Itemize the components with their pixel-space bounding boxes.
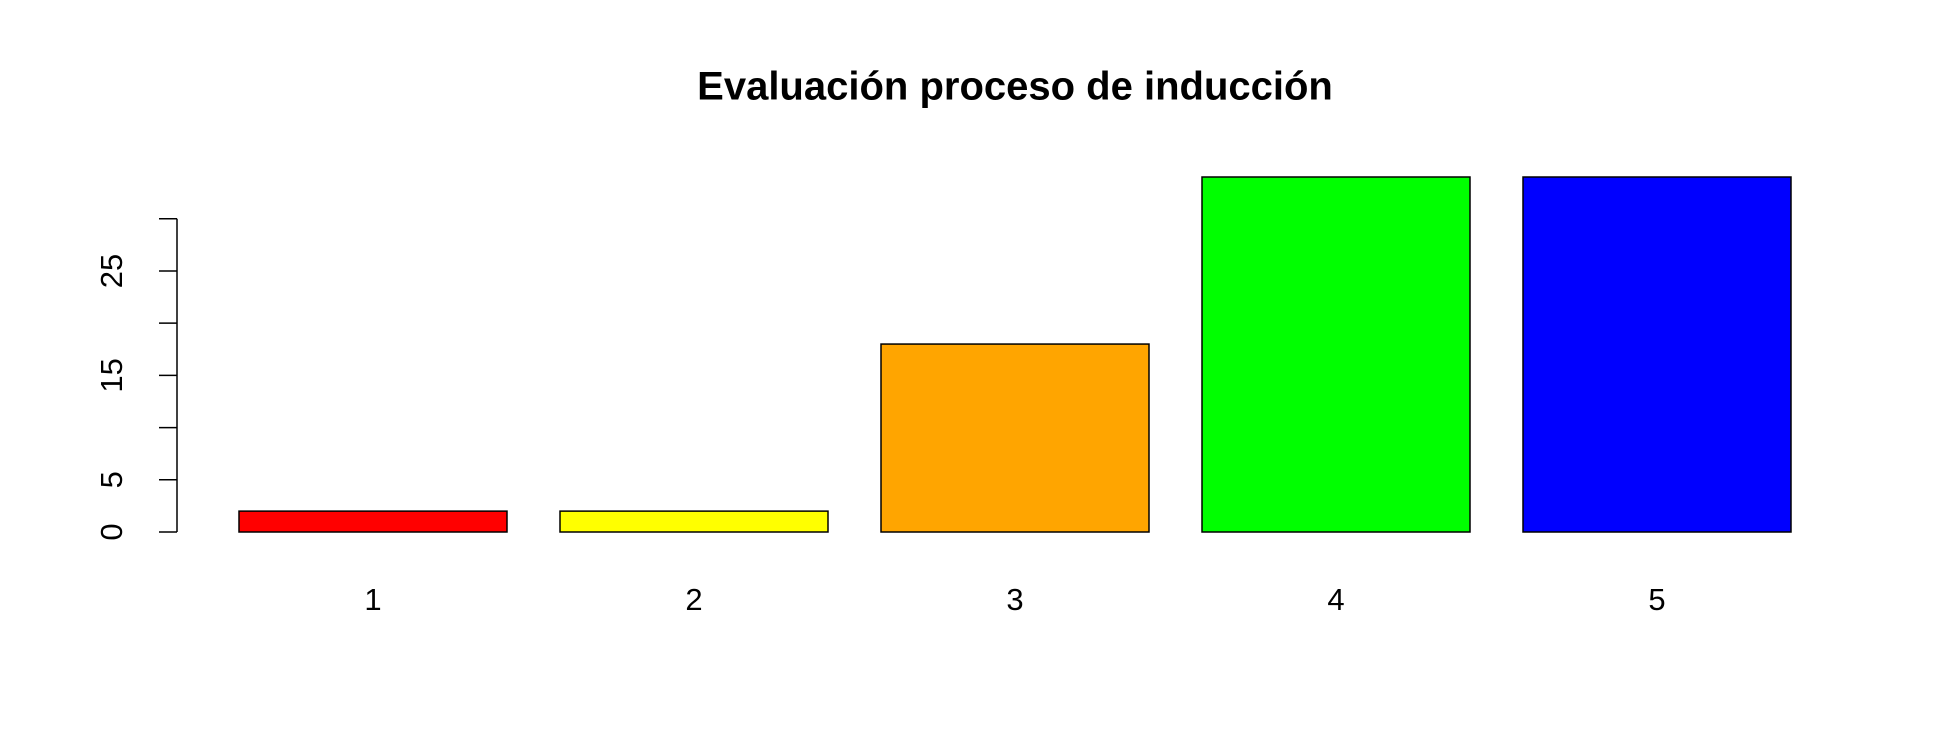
x-tick-label: 2	[685, 582, 702, 617]
x-tick-label: 5	[1648, 582, 1665, 617]
y-tick-label: 0	[94, 523, 129, 540]
y-tick-label: 15	[94, 358, 129, 392]
bar	[559, 510, 829, 533]
x-tick-label: 4	[1327, 582, 1344, 617]
y-tick-label: 5	[94, 471, 129, 488]
bar	[880, 343, 1150, 533]
bar	[1522, 176, 1792, 533]
x-tick-label: 3	[1006, 582, 1023, 617]
x-tick-label: 1	[364, 582, 381, 617]
bar	[238, 510, 508, 533]
bar	[1201, 176, 1471, 533]
chart-title: Evaluación proceso de inducción	[697, 65, 1333, 109]
y-tick-label: 25	[94, 254, 129, 288]
